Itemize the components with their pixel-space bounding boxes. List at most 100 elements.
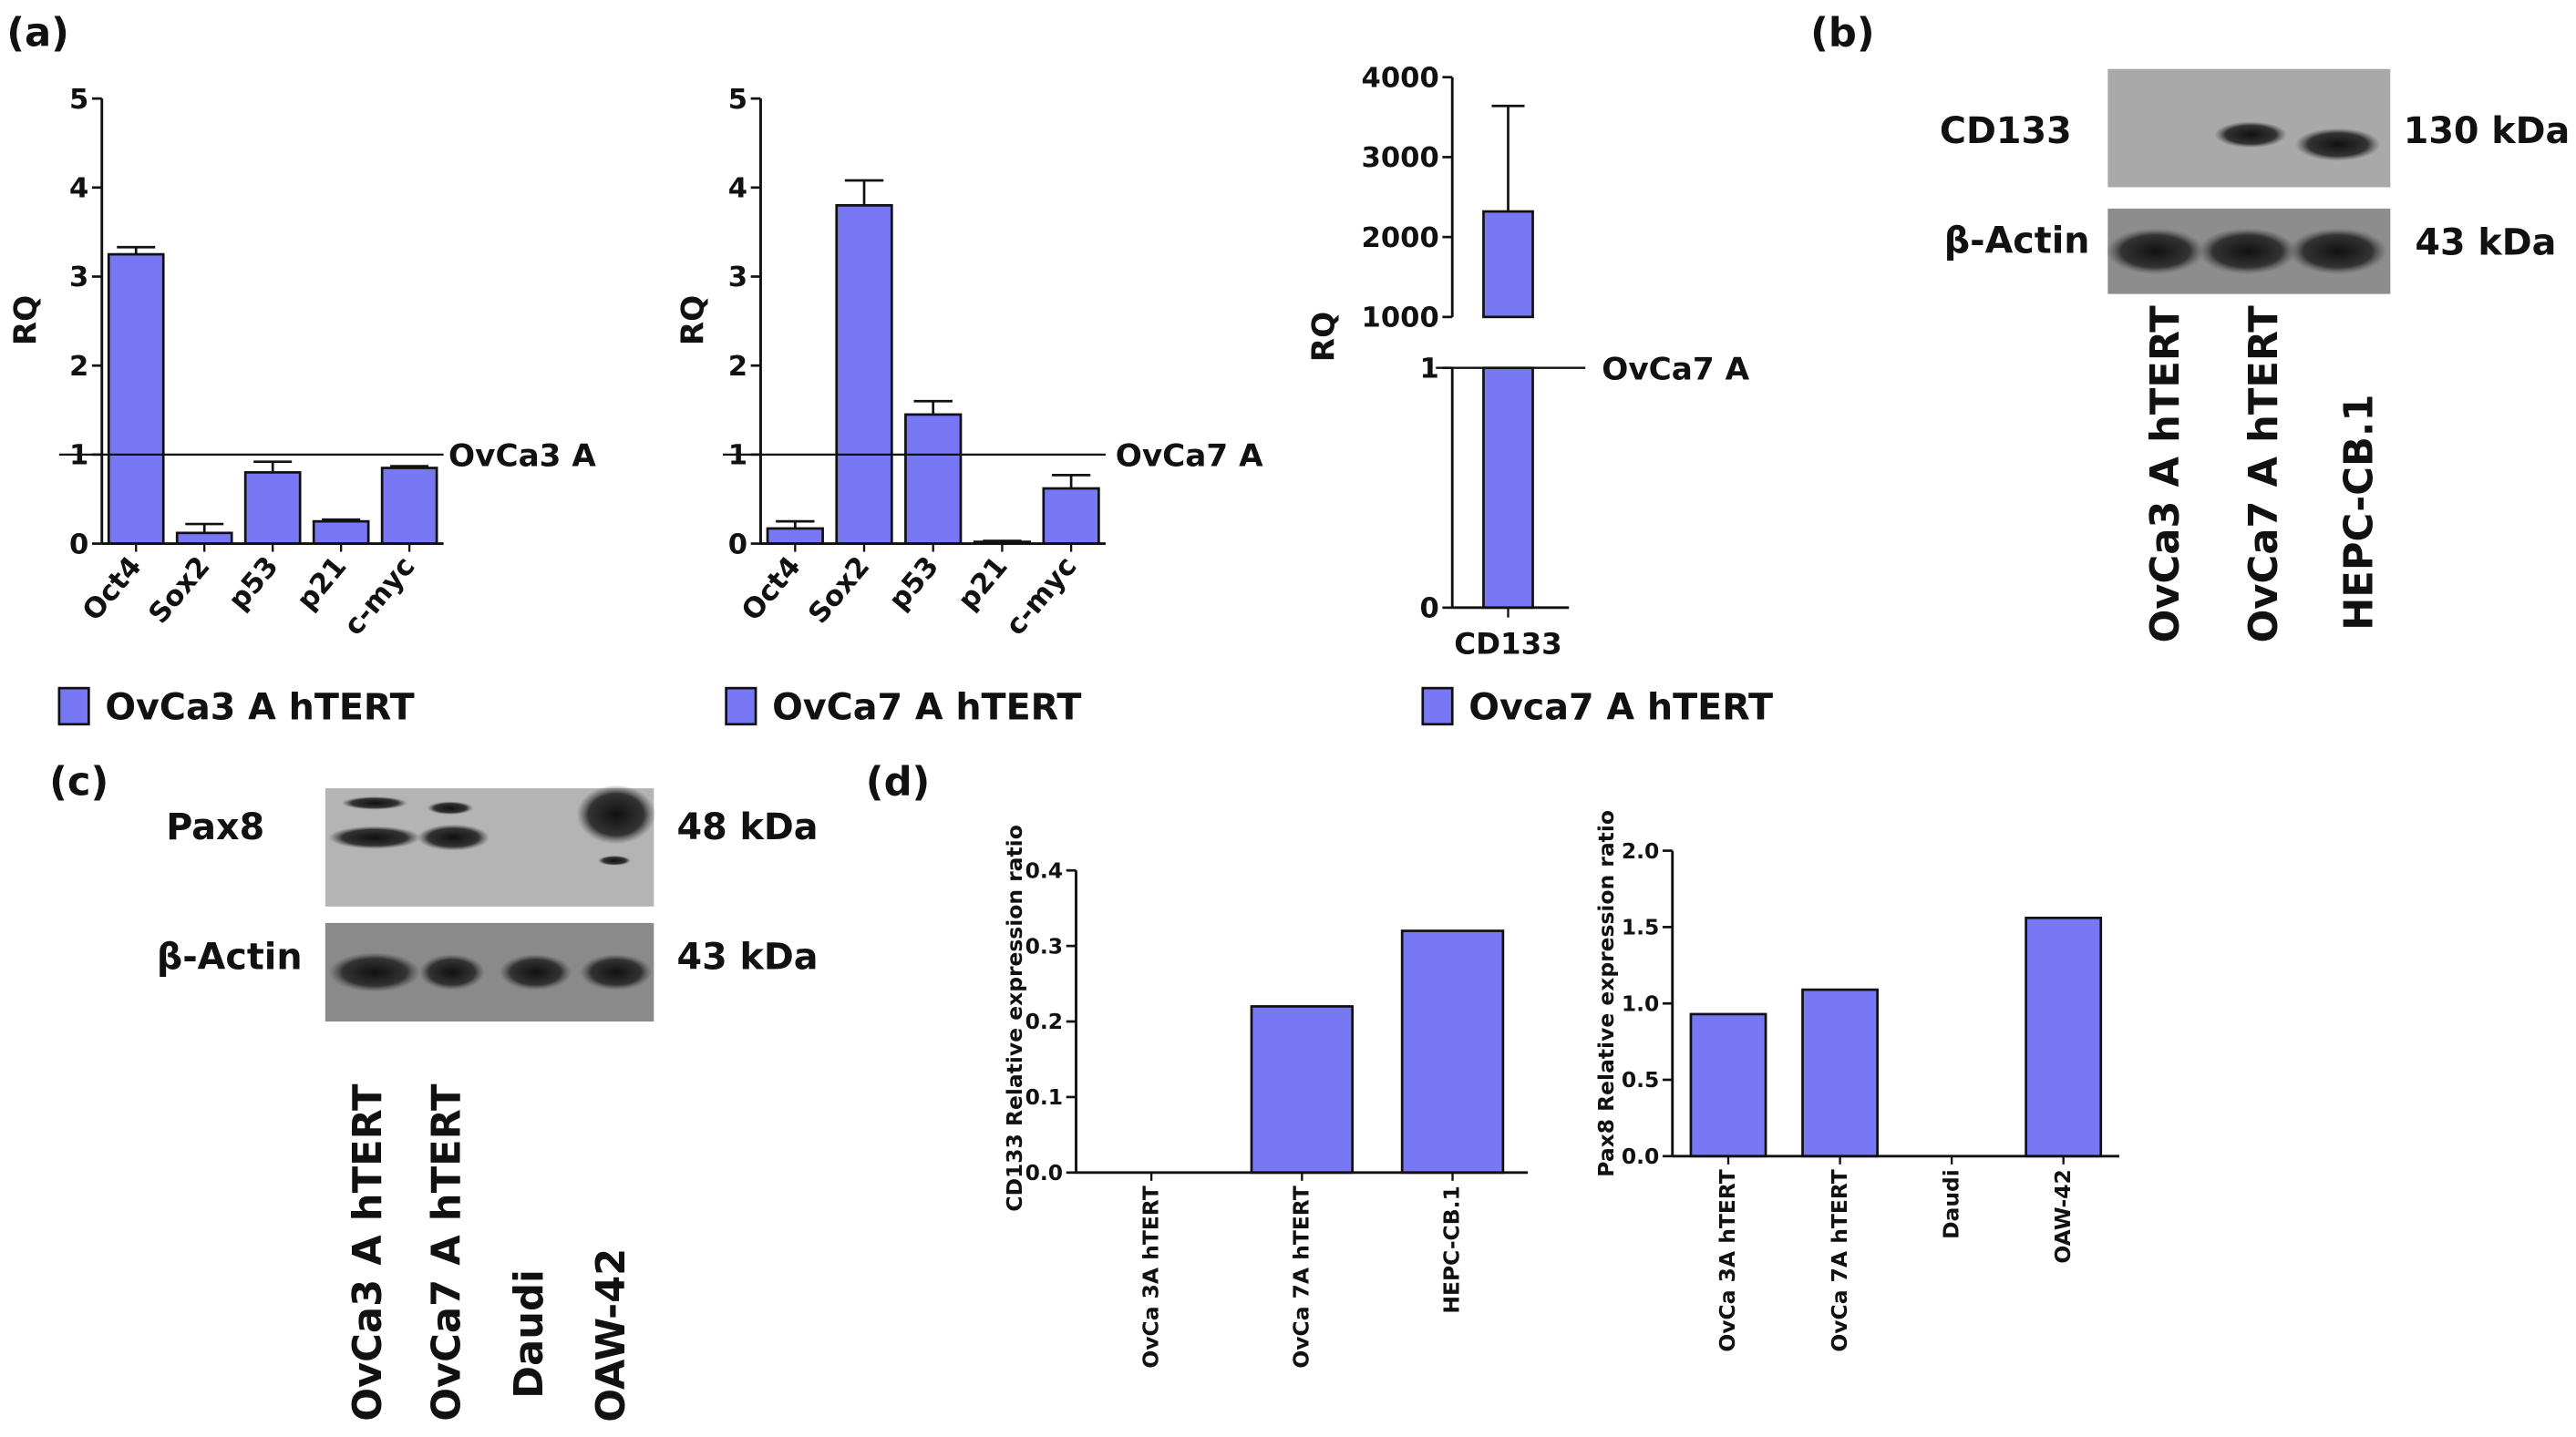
bar — [175, 531, 233, 545]
reference-label: OvCa7 A — [1116, 437, 1263, 474]
y-tick-label: 5 — [69, 84, 88, 116]
blot-c: Pax8 β-Actin 48 kDa 43 kDa OvCa3 A hTERT… — [157, 785, 819, 1422]
lane-label: Daudi — [507, 1269, 552, 1399]
y-tick-label: 0.5 — [1622, 1067, 1659, 1093]
y-tick-label: 1000 — [1362, 303, 1439, 334]
panel-label: (d) — [866, 759, 931, 805]
x-tick-label: Oct4 — [736, 550, 807, 627]
x-tick-label: Daudi — [1938, 1169, 1963, 1239]
y-tick-label: 1.0 — [1622, 991, 1659, 1016]
x-tick-label: Sox2 — [802, 550, 876, 630]
y-tick-label: 0 — [69, 529, 88, 560]
band — [2294, 128, 2381, 161]
bar — [1042, 487, 1100, 545]
bar — [1250, 1005, 1355, 1175]
band — [580, 954, 653, 991]
y-tick-label: 0.1 — [1025, 1084, 1063, 1110]
y-tick-label: 1 — [69, 440, 88, 472]
band — [417, 824, 490, 851]
band-label: CD133 — [1940, 110, 2072, 152]
x-tick-label: Sox2 — [143, 550, 217, 630]
bar — [1801, 988, 1879, 1158]
bar — [243, 471, 302, 545]
y-tick-label: 2000 — [1362, 222, 1439, 254]
band — [427, 801, 474, 815]
y-tick-label: 0.0 — [1025, 1160, 1063, 1186]
size-label: 130 kDa — [2404, 110, 2571, 152]
x-tick-label: c-myc — [1000, 550, 1084, 642]
y-tick-label: 3000 — [1362, 142, 1439, 174]
size-label: 43 kDa — [677, 936, 819, 978]
y-axis-label: CD133 Relative expression ratio — [1002, 825, 1027, 1211]
y-tick-label: 4 — [728, 173, 747, 205]
band — [328, 826, 421, 849]
panel-label: (c) — [49, 759, 108, 805]
band-label: β-Actin — [1944, 221, 2090, 262]
legend-swatch — [1421, 686, 1454, 726]
bar — [1482, 366, 1534, 610]
lane-label: OvCa3 A hTERT — [345, 1083, 391, 1422]
reference-label: OvCa7 A — [1602, 351, 1749, 387]
y-axis-label: Pax8 Relative expression ratio — [1593, 810, 1619, 1177]
y-tick-label: 2 — [728, 351, 747, 383]
bar — [1400, 929, 1505, 1175]
band — [576, 785, 656, 845]
band — [499, 954, 572, 991]
y-tick-label: 4 — [69, 173, 88, 205]
lane-label: OvCa3 A hTERT — [2143, 305, 2189, 643]
bar — [1482, 210, 1534, 319]
y-tick-label: 0.3 — [1025, 933, 1063, 959]
bar — [312, 519, 370, 545]
bar — [107, 252, 165, 545]
y-axis-label: RQ — [675, 295, 711, 345]
bar — [380, 467, 438, 545]
x-tick-label: p53 — [222, 550, 284, 616]
bar — [904, 413, 963, 545]
x-tick-label: OvCa 7A hTERT — [1289, 1186, 1314, 1368]
band — [341, 796, 407, 810]
y-axis-label: RQ — [8, 295, 45, 345]
band — [2214, 121, 2287, 149]
lane-label: OAW-42 — [589, 1248, 634, 1422]
y-tick-label: 4000 — [1362, 62, 1439, 94]
band-label: β-Actin — [157, 936, 303, 978]
legend-label: OvCa7 A hTERT — [772, 686, 1081, 728]
x-tick-label: p21 — [291, 550, 353, 616]
size-label: 48 kDa — [677, 806, 819, 848]
band — [2288, 228, 2387, 274]
x-tick-label: Oct4 — [77, 550, 148, 627]
y-tick-label: 0.0 — [1622, 1144, 1659, 1169]
bar — [766, 527, 824, 545]
y-tick-label: 3 — [69, 262, 88, 293]
y-tick-label: 1 — [728, 440, 747, 472]
x-tick-label: OvCa 3A hTERT — [1138, 1186, 1163, 1368]
band — [2198, 228, 2297, 274]
y-tick-label: 2.0 — [1622, 838, 1659, 864]
band — [328, 952, 421, 992]
x-tick-label: OvCa 3A hTERT — [1715, 1169, 1740, 1351]
x-tick-label: p53 — [883, 550, 945, 616]
lane-label: HEPC-CB.1 — [2337, 395, 2383, 631]
reference-label: OvCa3 A — [448, 437, 596, 474]
band-label: Pax8 — [166, 806, 264, 848]
band — [418, 954, 485, 991]
x-tick-label: OvCa 7A hTERT — [1827, 1169, 1852, 1351]
y-tick-label: 0.4 — [1025, 857, 1063, 883]
bar — [835, 204, 893, 545]
y-tick-label: 5 — [728, 84, 747, 116]
y-axis-label: RQ — [1305, 312, 1342, 362]
y-tick-label: 1.5 — [1622, 915, 1659, 940]
band — [2106, 228, 2205, 274]
x-tick-label: HEPC-CB.1 — [1439, 1186, 1465, 1313]
panel-label: (b) — [1810, 10, 1874, 56]
blot-b: CD133 β-Actin 130 kDa 43 kDa OvCa3 A hTE… — [1940, 68, 2571, 643]
x-tick-label: OAW-42 — [2050, 1169, 2076, 1263]
panel-label: (a) — [6, 10, 69, 56]
legend-label: Ovca7 A hTERT — [1468, 686, 1773, 728]
x-tick-label: CD133 — [1454, 626, 1561, 661]
y-tick-label: 2 — [69, 351, 88, 383]
y-tick-label: 1 — [1419, 353, 1438, 385]
size-label: 43 kDa — [2415, 221, 2556, 263]
bar — [1689, 1012, 1767, 1158]
